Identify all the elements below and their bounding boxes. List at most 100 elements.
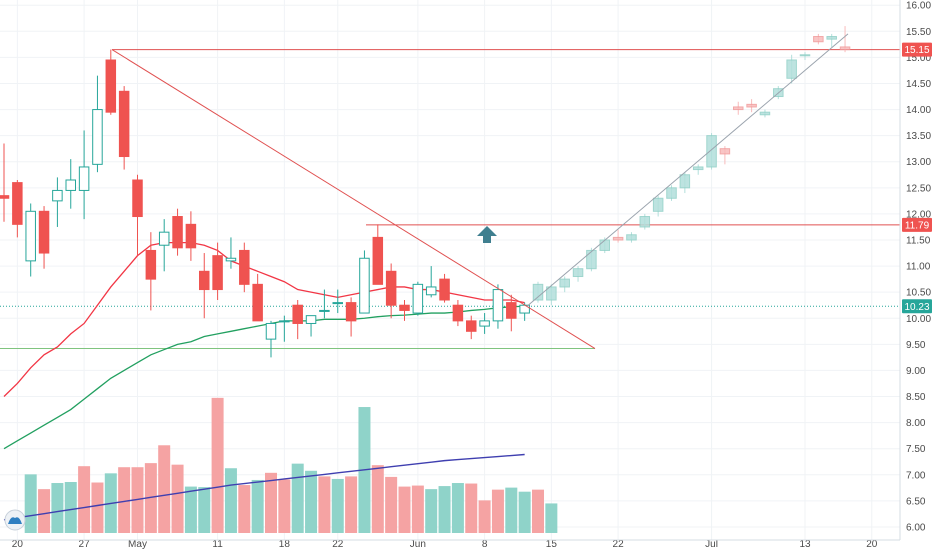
candle-body-down <box>132 179 143 218</box>
volume-bar <box>91 482 104 533</box>
candle-body-up <box>279 320 290 323</box>
candle-body-up <box>65 179 76 191</box>
y-tick-label: 8.50 <box>906 392 926 403</box>
candle-body-down <box>172 216 183 249</box>
volume-bar <box>38 489 51 533</box>
candle-body-down <box>452 304 464 322</box>
candle-body-down <box>239 249 250 285</box>
y-tick-label: 13.50 <box>906 131 931 142</box>
y-tick-label: 10.00 <box>906 314 931 325</box>
x-tick-label: 20 <box>866 539 878 550</box>
candle-body-down <box>506 302 517 319</box>
y-tick-label: 16.00 <box>906 1 931 12</box>
projection-body <box>692 166 704 171</box>
candle-body-up <box>492 289 504 322</box>
volume-bar <box>385 476 398 533</box>
candle-body-down <box>439 278 450 301</box>
volume-sma-line <box>3 453 525 521</box>
projection-body <box>572 268 584 278</box>
volume-bar <box>451 483 464 533</box>
volume-bar <box>491 489 504 533</box>
candle-body-down <box>345 302 357 322</box>
tradingview-logo[interactable] <box>4 509 26 531</box>
y-tick-label: 10.50 <box>906 288 931 299</box>
candle-body-down <box>466 320 477 332</box>
volume-bar <box>425 489 438 533</box>
y-tick-label: 7.00 <box>906 470 926 481</box>
candle-body-down <box>199 270 210 291</box>
x-tick-label: 11 <box>212 539 223 550</box>
horizontal-levels <box>0 49 900 350</box>
y-tick-label: 11.50 <box>906 236 931 247</box>
volume-bar <box>478 500 491 533</box>
volume-bar <box>438 486 451 533</box>
price-tag-label: 10.23 <box>904 302 929 313</box>
x-tick-label: 20 <box>12 539 24 550</box>
volume-bar <box>305 470 318 533</box>
x-tick-label: 13 <box>799 539 811 550</box>
candle-body-up <box>332 302 343 305</box>
candle-body-down <box>385 270 397 306</box>
volume-bar <box>78 466 91 533</box>
price-tag-label: 11.79 <box>905 220 930 231</box>
candle-body-down <box>38 210 50 254</box>
volume-bar <box>532 489 544 533</box>
projection-body <box>586 249 597 270</box>
x-tick-label: Jun <box>410 539 426 550</box>
volume-bar <box>318 476 331 533</box>
projection-body <box>652 197 664 212</box>
ascending-projection-line <box>526 33 849 307</box>
moving-averages <box>3 241 525 450</box>
projection-body <box>546 286 557 301</box>
up-arrow-icon <box>477 226 497 243</box>
y-tick-label: 14.50 <box>906 79 931 90</box>
candle-body-down <box>0 195 10 199</box>
volume-moving-average <box>3 453 525 521</box>
sma-slow-line <box>3 305 525 450</box>
candle-body-up <box>425 286 437 296</box>
volume-bar <box>51 483 64 533</box>
volume-bars <box>24 397 558 533</box>
candle-body-up <box>52 189 63 202</box>
price-tag <box>902 42 932 57</box>
candle-body-down <box>185 223 197 249</box>
volume-bar <box>64 482 77 533</box>
volume-bar <box>224 468 237 533</box>
projection-body <box>839 46 851 51</box>
y-tick-label: 11.00 <box>906 262 931 273</box>
volume-bar <box>331 478 344 533</box>
candle-body-down <box>292 304 303 324</box>
volume-bar <box>251 479 264 533</box>
volume-bar <box>158 445 171 533</box>
candle-body-down <box>118 90 130 158</box>
price-candles <box>0 49 530 358</box>
y-tick-label: 13.00 <box>906 157 931 168</box>
y-tick-label: 8.00 <box>906 418 926 429</box>
candle-body-up <box>479 320 490 327</box>
price-tag <box>902 217 932 232</box>
candle-body-down <box>399 304 410 311</box>
price-tag <box>902 299 932 314</box>
sma-fast-line <box>3 241 525 397</box>
price-tag-label: 15.15 <box>904 45 929 56</box>
y-tick-label: 12.50 <box>906 183 931 194</box>
projection-body <box>826 36 837 40</box>
projection-candles <box>532 26 851 306</box>
candle-body-up <box>158 231 170 246</box>
volume-bar <box>518 491 531 533</box>
projection-body <box>759 111 771 116</box>
candle-body-up <box>25 210 36 262</box>
x-tick-label: 22 <box>613 539 625 550</box>
trendlines <box>111 33 849 349</box>
volume-bar <box>371 465 384 533</box>
volume-bar <box>184 486 197 533</box>
candle-body-up <box>519 304 530 314</box>
x-tick-label: 15 <box>546 539 558 550</box>
projection-body <box>733 106 744 111</box>
candle-body-up <box>305 315 317 324</box>
descending-trendline <box>111 49 596 349</box>
projection-body <box>679 174 691 189</box>
x-tick-label: 27 <box>79 539 91 550</box>
